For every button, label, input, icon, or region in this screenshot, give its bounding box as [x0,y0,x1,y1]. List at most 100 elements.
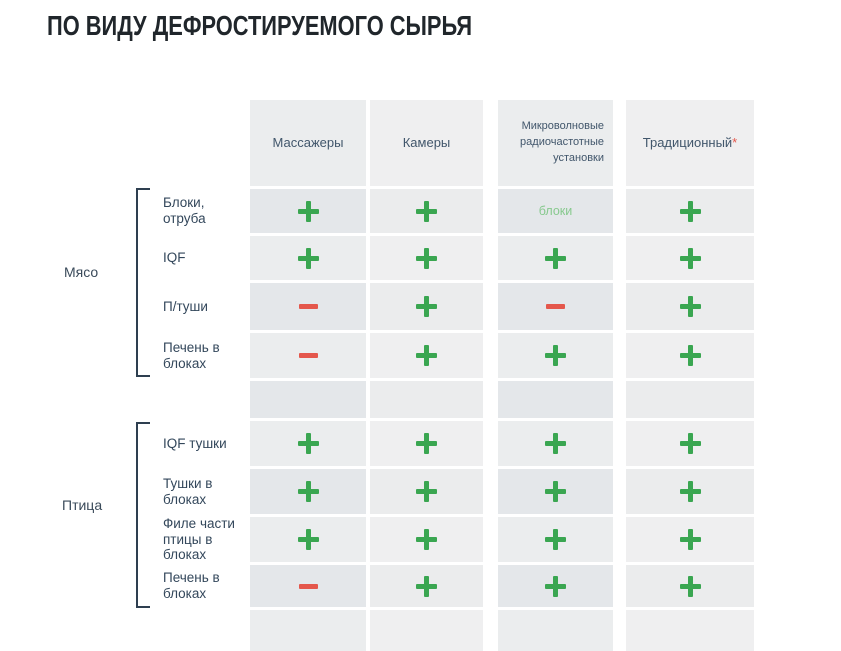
cell-plus [370,421,483,466]
group-bracket [136,188,150,377]
cell-plus [370,333,483,378]
cell-plus [250,469,366,514]
plus-icon [416,296,437,317]
table-row: IQF [163,236,754,280]
cell-plus [626,469,754,514]
column-header: Микроволновые радиочастотные установки [498,100,613,186]
cell-plus [250,236,366,280]
cell-plus [370,189,483,233]
table-row: Филе части птицы в блоках [163,515,754,563]
cell-plus [498,421,613,466]
cell-plus [626,333,754,378]
cell-minus [498,283,613,330]
spacer-cell [626,610,754,651]
cell-plus [370,517,483,562]
spacer-cell [370,610,483,651]
group-bracket [136,422,150,608]
column-header-text: Микроволновые радиочастотные установки [520,120,604,164]
header-row: Массажеры Камеры Микроволновые радиочастот… [163,100,754,186]
plus-icon [545,345,566,366]
row-label: Блоки, отруба [163,189,250,233]
cell-plus [626,517,754,562]
row-label: Тушки в блоках [163,469,250,514]
cell-plus [626,421,754,466]
spacer-row [163,610,754,651]
table-row: П/туши [163,283,754,330]
cell-plus [626,283,754,330]
cell-plus [498,565,613,607]
plus-icon [679,529,701,550]
cell-plus [498,469,613,514]
page-title: ПО ВИДУ ДЕФРОСТИРУЕМОГО СЫРЬЯ [47,10,473,41]
row-label-empty [163,610,250,651]
row-label: IQF [163,236,250,280]
plus-icon [679,247,701,269]
cell-minus [250,333,366,378]
cell-text-value: блоки [538,204,573,218]
row-label: П/туши [163,283,250,330]
cell-plus [626,236,754,280]
plus-icon [297,247,319,269]
spacer-row [163,381,754,418]
plus-icon [679,433,701,454]
plus-icon [679,296,701,317]
cell-plus [250,517,366,562]
plus-icon [416,575,437,597]
plus-icon [679,345,701,366]
row-label-empty [163,381,250,418]
spacer-cell [498,610,613,651]
row-label: Печень в блоках [163,333,250,378]
spacer-cell [498,381,613,418]
plus-icon [679,575,701,597]
spacer-cell [626,381,754,418]
plus-icon [679,481,701,502]
spacer-cell [370,381,483,418]
plus-icon [545,481,566,502]
plus-icon [297,200,319,222]
row-label-text: IQF тушки [163,435,227,451]
row-label-text: Тушки в блоках [163,475,213,507]
plus-icon [416,529,437,550]
cell-plus [250,189,366,233]
plus-icon [416,433,437,454]
column-header: Традиционный * [626,100,754,186]
cell-text: блоки [498,189,613,233]
row-label-text: Блоки, отруба [163,195,206,226]
row-label: Печень в блоках [163,565,250,607]
cell-plus [370,236,483,280]
plus-icon [545,433,566,454]
table-row: Печень в блоках [163,565,754,607]
column-header-text: Массажеры [272,134,344,150]
column-header-text: Традиционный [642,134,733,150]
row-label: IQF тушки [163,421,250,466]
minus-icon [298,353,318,358]
table-row: Печень в блоках [163,333,754,378]
column-header: Камеры [370,100,483,186]
cell-plus [498,517,613,562]
cell-plus [370,565,483,607]
cell-plus [498,333,613,378]
asterisk-marker: * [732,134,738,150]
plus-icon [297,433,319,454]
cell-plus [370,283,483,330]
row-label-empty [163,100,250,186]
cell-plus [626,565,754,607]
plus-icon [545,247,566,269]
table-row: Тушки в блоках [163,469,754,514]
cell-plus [626,189,754,233]
group-label: Мясо [64,264,99,280]
plus-icon [416,481,437,502]
plus-icon [297,529,319,550]
plus-icon [545,529,566,550]
row-label-text: IQF [163,250,186,266]
table-row: IQF тушки [163,421,754,466]
cell-plus [370,469,483,514]
minus-icon [298,304,318,309]
row-label-text: Филе части птицы в блоках [163,515,235,563]
plus-icon [416,345,437,366]
cell-plus [250,421,366,466]
spacer-cell [250,610,366,651]
plus-icon [416,247,437,269]
table-row: Блоки, отруба блоки [163,189,754,233]
